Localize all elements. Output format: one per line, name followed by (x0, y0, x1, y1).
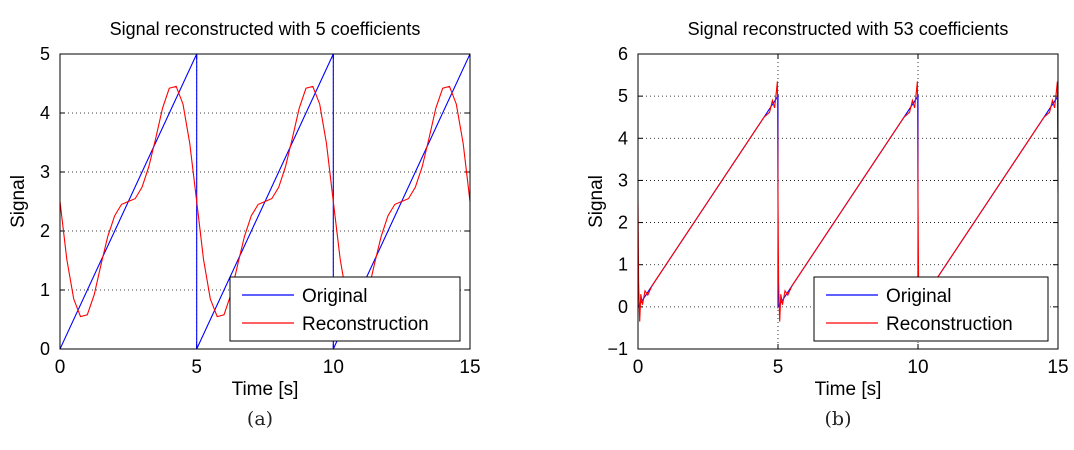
x-tick-label: 15 (1047, 357, 1068, 378)
legend: Original Reconstruction (813, 276, 1049, 342)
chart-a: 0 5 10 15 0 1 2 3 4 5 Signal reconstructed with 5 … (8, 19, 481, 400)
y-tick-label: 3 (40, 162, 50, 182)
legend-label: Reconstruction (886, 314, 1013, 335)
y-tick-label: 2 (618, 213, 628, 233)
legend-label: Original (302, 286, 367, 307)
y-tick-label: 2 (40, 221, 50, 241)
axes-frame (637, 53, 1059, 350)
series-reconstruction (638, 81, 1058, 322)
y-tick-label: 3 (618, 170, 628, 190)
x-axis-label: Time [s] (232, 379, 299, 400)
y-tick-label: −1 (607, 339, 628, 359)
x-tick-label: 5 (773, 357, 784, 378)
y-tick-label: 5 (40, 44, 50, 64)
caption-b: (b) (824, 408, 852, 430)
x-tick-label: 0 (55, 357, 66, 378)
y-tick-label: 1 (618, 255, 628, 275)
y-tick-label: 6 (618, 44, 628, 64)
y-axis-label: Signal (8, 175, 29, 228)
y-tick-label: 5 (618, 86, 628, 106)
legend-label: Original (886, 286, 951, 307)
legend-box (813, 276, 1049, 342)
y-tick-label: 1 (40, 280, 50, 300)
axes-frame (59, 53, 471, 350)
series-reconstruction (60, 85, 470, 318)
y-tick-label: 4 (40, 103, 50, 123)
y-tick-label: 0 (40, 339, 50, 359)
y-axis-label: Signal (586, 175, 607, 228)
x-tick-label: 5 (191, 357, 202, 378)
chart-title: Signal reconstructed with 5 coefficients (110, 19, 421, 39)
chart-title: Signal reconstructed with 53 coefficient… (688, 19, 1009, 39)
legend-label: Reconstruction (302, 314, 429, 335)
x-tick-label: 10 (907, 357, 928, 378)
legend: Original Reconstruction (229, 276, 461, 342)
y-tick-label: 0 (618, 297, 628, 317)
x-tick-label: 15 (459, 357, 480, 378)
caption-a: (a) (246, 408, 274, 430)
legend-box (229, 276, 461, 342)
x-axis-label: Time [s] (815, 379, 882, 400)
x-tick-label: 10 (323, 357, 344, 378)
y-tick-label: 4 (618, 128, 628, 148)
x-tick-label: 0 (633, 357, 644, 378)
